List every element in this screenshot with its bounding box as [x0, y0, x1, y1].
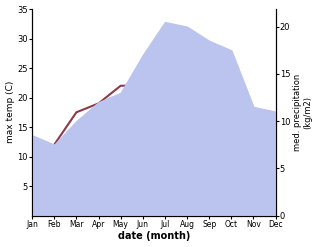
Y-axis label: max temp (C): max temp (C) — [5, 81, 15, 144]
Y-axis label: med. precipitation
(kg/m2): med. precipitation (kg/m2) — [293, 74, 313, 151]
X-axis label: date (month): date (month) — [118, 231, 190, 242]
